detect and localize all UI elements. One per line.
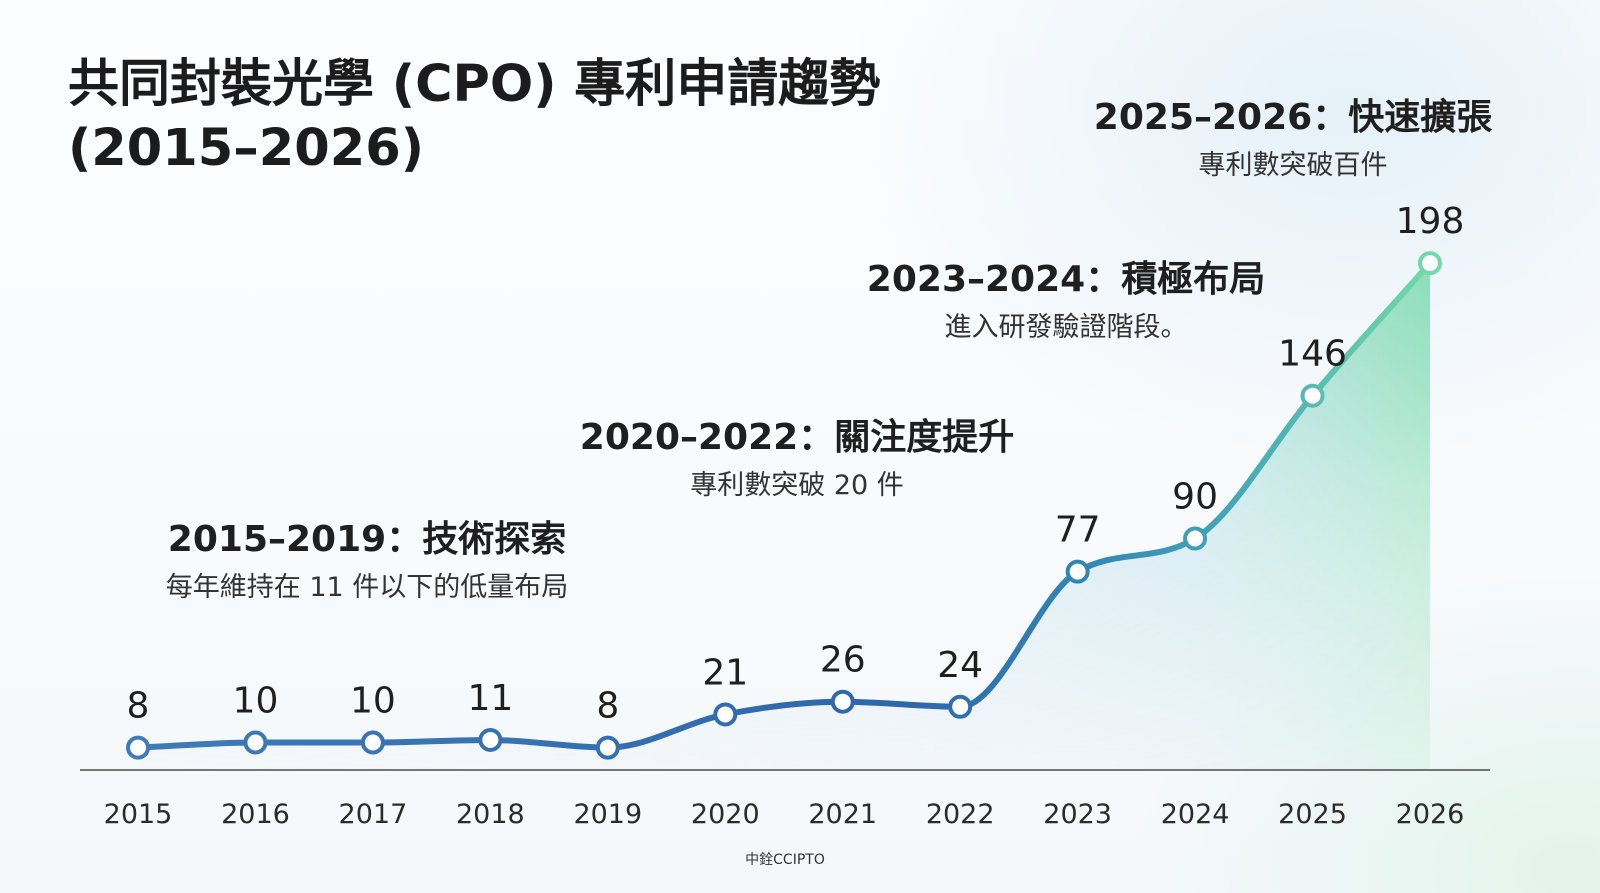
- annotation-note: 專利數突破百件: [1198, 150, 1388, 181]
- x-tick-label-2019: 2019: [573, 799, 642, 830]
- x-tick-label-2021: 2021: [808, 799, 877, 830]
- x-tick-label-2017: 2017: [339, 799, 408, 830]
- data-point-2025: [1300, 383, 1325, 408]
- data-label-2025: 146: [1278, 334, 1347, 375]
- annotation-2015-2019: 2015–2019：技術探索 每年維持在 11 件以下的低量布局: [166, 518, 569, 605]
- data-label-2018: 11: [467, 678, 513, 719]
- data-label-2026: 198: [1396, 201, 1465, 242]
- x-tick-label-2025: 2025: [1278, 799, 1347, 830]
- data-point-2023: [1065, 559, 1090, 584]
- x-tick-label-2018: 2018: [456, 799, 525, 830]
- data-labels: 8 10 10 11 8 21 26 24 77 90 146 198: [127, 201, 1465, 727]
- x-tick-label-2022: 2022: [926, 799, 995, 830]
- annotation-note: 進入研發驗證階段。: [944, 312, 1188, 343]
- chart-title: 共同封裝光學 (CPO) 專利申請趨勢 (2015–2026): [68, 53, 880, 181]
- chart-title-line-2: (2015–2026): [68, 119, 425, 178]
- x-tick-label-2015: 2015: [104, 799, 173, 830]
- data-point-2016: [243, 730, 268, 755]
- annotation-heading: 2025–2026：快速擴張: [1093, 97, 1493, 138]
- data-label-2020: 21: [702, 652, 748, 693]
- annotation-2025-2026: 2025–2026：快速擴張 專利數突破百件: [1094, 96, 1492, 183]
- data-point-2018: [478, 727, 503, 752]
- data-label-2021: 26: [820, 640, 866, 681]
- x-tick-label-2023: 2023: [1043, 799, 1112, 830]
- x-tick-labels: 2015 2016 2017 2018 2019 2020 2021 2022 2023 2024…: [104, 799, 1465, 830]
- data-label-2023: 77: [1055, 510, 1101, 551]
- x-tick-label-2020: 2020: [691, 799, 760, 830]
- data-point-2021: [830, 689, 855, 714]
- annotation-heading: 2020–2022：關注度提升: [579, 417, 1015, 458]
- annotation-heading: 2023–2024：積極布局: [866, 259, 1266, 300]
- series-area: [138, 263, 1430, 770]
- data-label-2022: 24: [937, 645, 983, 686]
- x-tick-label-2024: 2024: [1161, 799, 1230, 830]
- annotation-note: 每年維持在 11 件以下的低量布局: [165, 572, 569, 603]
- data-label-2019: 8: [596, 686, 619, 727]
- data-point-2026: [1418, 251, 1442, 276]
- x-tick-label-2026: 2026: [1396, 799, 1465, 830]
- annotation-heading: 2015–2019：技術探索: [167, 519, 567, 560]
- annotation-note: 專利數突破 20 件: [690, 470, 904, 501]
- annotation-2023-2024: 2023–2024：積極布局 進入研發驗證階段。: [867, 258, 1265, 345]
- x-tick-label-2016: 2016: [221, 799, 290, 830]
- data-point-2017: [360, 730, 385, 755]
- data-point-2020: [713, 702, 738, 727]
- data-points: [126, 251, 1442, 760]
- annotation-2020-2022: 2020–2022：關注度提升 專利數突破 20 件: [580, 416, 1014, 503]
- source-label: 中銓CCIPTO: [745, 852, 825, 868]
- data-point-2019: [595, 735, 620, 760]
- data-point-2022: [948, 694, 973, 719]
- data-label-2016: 10: [233, 681, 279, 722]
- chart-title-line-1: 共同封裝光學 (CPO) 專利申請趨勢: [68, 55, 881, 114]
- data-label-2024: 90: [1172, 477, 1218, 518]
- data-point-2015: [126, 735, 150, 760]
- data-label-2017: 10: [350, 681, 396, 722]
- data-label-2015: 8: [127, 686, 150, 727]
- data-point-2024: [1183, 526, 1208, 551]
